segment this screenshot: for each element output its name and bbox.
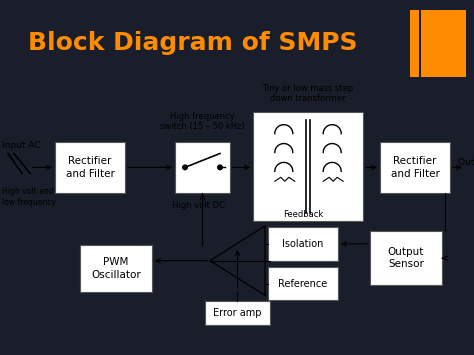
Text: Rectifier
and Filter: Rectifier and Filter <box>65 156 114 179</box>
Text: Tiny or low mass step
down transformer: Tiny or low mass step down transformer <box>263 84 354 103</box>
Text: Input AC: Input AC <box>2 141 41 149</box>
Bar <box>253 112 363 221</box>
Text: Output DC: Output DC <box>458 158 474 167</box>
Text: Feedback: Feedback <box>283 210 323 219</box>
Bar <box>80 245 152 293</box>
Bar <box>410 10 419 77</box>
Text: PWM
Oscillator: PWM Oscillator <box>91 257 141 280</box>
Bar <box>205 301 270 325</box>
Text: High frequency
switch (15 – 50 kHz): High frequency switch (15 – 50 kHz) <box>160 112 245 131</box>
Bar <box>55 142 125 193</box>
Text: Isolation: Isolation <box>283 239 324 249</box>
Bar <box>268 227 338 261</box>
Text: Error amp: Error amp <box>213 308 262 318</box>
Bar <box>421 10 466 77</box>
Bar <box>175 142 230 193</box>
Circle shape <box>182 164 188 170</box>
Bar <box>380 142 450 193</box>
Bar <box>370 231 442 285</box>
Text: Rectifier
and Filter: Rectifier and Filter <box>391 156 439 179</box>
Text: Reference: Reference <box>278 279 328 289</box>
Text: High volt DC: High volt DC <box>172 201 225 210</box>
Text: High volt and
low frequency: High volt and low frequency <box>2 187 56 207</box>
Text: Block Diagram of SMPS: Block Diagram of SMPS <box>28 32 358 55</box>
Text: Output
Sensor: Output Sensor <box>388 247 424 269</box>
Bar <box>268 267 338 300</box>
Circle shape <box>217 164 223 170</box>
